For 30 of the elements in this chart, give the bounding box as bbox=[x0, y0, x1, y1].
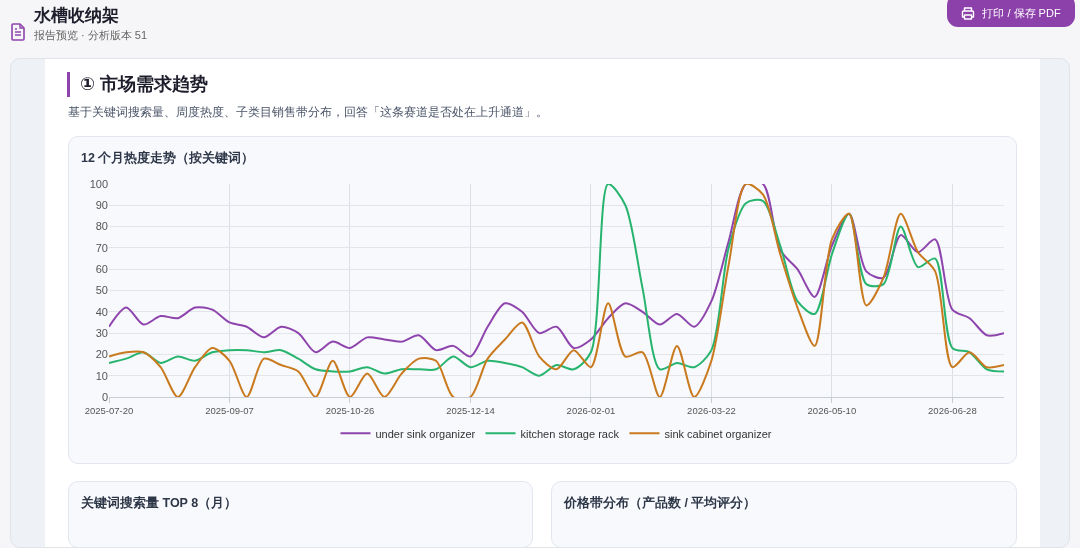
x-tick-label: 2025-09-07 bbox=[205, 405, 254, 417]
y-tick-label: 70 bbox=[95, 241, 108, 254]
y-tick-label: 100 bbox=[89, 177, 108, 190]
x-tick-label: 2026-06-28 bbox=[928, 405, 977, 417]
x-tick-label: 2025-07-20 bbox=[84, 405, 134, 417]
y-tick-label: 40 bbox=[95, 305, 108, 318]
legend-label: kitchen storage rack bbox=[520, 427, 620, 440]
legend-label: under sink organizer bbox=[375, 427, 476, 440]
x-tick-label: 2025-12-14 bbox=[446, 405, 495, 417]
y-tick-label: 90 bbox=[95, 199, 108, 212]
text: 水槽收纳架 bbox=[34, 5, 119, 27]
text: ① 市场需求趋势 bbox=[80, 73, 209, 96]
y-tick-label: 60 bbox=[95, 263, 108, 276]
y-tick-label: 0 bbox=[101, 390, 108, 403]
legend-label: sink cabinet organizer bbox=[664, 427, 772, 440]
y-tick-label: 50 bbox=[95, 284, 108, 297]
text: 价格带分布（产品数 / 平均评分） bbox=[564, 495, 757, 511]
chart-title: 12 个月热度走势（按关键词） bbox=[81, 150, 255, 166]
text: 基于关键词搜索量、周度热度、子类目销售带分布，回答「这条赛道是否处在上升通道」。 bbox=[68, 105, 548, 119]
y-tick-label: 30 bbox=[95, 326, 108, 339]
x-tick-label: 2026-02-01 bbox=[566, 405, 616, 417]
x-tick-label: 2025-10-26 bbox=[325, 405, 375, 417]
print-button[interactable]: 打印 / 保存 PDF bbox=[947, 0, 1075, 27]
text: 关键词搜索量 TOP 8（月） bbox=[81, 495, 238, 511]
x-tick-label: 2026-05-10 bbox=[807, 405, 857, 417]
y-tick-label: 10 bbox=[95, 369, 108, 382]
y-tick-label: 80 bbox=[95, 220, 108, 233]
text: 报告预览 · 分析版本 51 bbox=[34, 28, 148, 42]
x-tick-label: 2026-03-22 bbox=[687, 405, 736, 417]
y-tick-label: 20 bbox=[95, 348, 108, 361]
